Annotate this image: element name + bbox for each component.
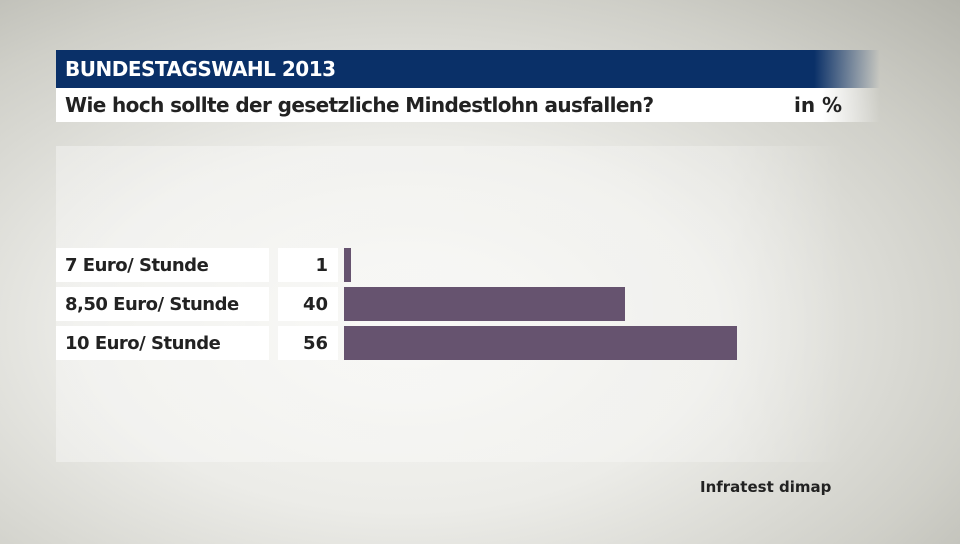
- value-label-box: 40: [278, 287, 338, 321]
- unit-label: in %: [794, 93, 843, 117]
- chart-title: Wie hoch sollte der gesetzliche Mindestl…: [65, 93, 654, 117]
- bar: [344, 326, 737, 360]
- header-bar: BUNDESTAGSWAHL 2013: [56, 50, 880, 88]
- question-bar: Wie hoch sollte der gesetzliche Mindestl…: [56, 88, 880, 122]
- category-label-box: 7 Euro/ Stunde: [56, 248, 269, 282]
- value-label: 40: [302, 294, 328, 315]
- value-label-box: 56: [278, 326, 338, 360]
- category-label: 7 Euro/ Stunde: [65, 255, 209, 276]
- category-label: 8,50 Euro/ Stunde: [65, 294, 239, 315]
- source-label: Infratest dimap: [700, 478, 832, 496]
- category-label-box: 8,50 Euro/ Stunde: [56, 287, 269, 321]
- bar: [344, 248, 352, 282]
- header-title: BUNDESTAGSWAHL 2013: [65, 57, 336, 81]
- value-label: 56: [302, 333, 328, 354]
- category-label: 10 Euro/ Stunde: [65, 333, 221, 354]
- value-label-box: 1: [278, 248, 338, 282]
- bar: [344, 287, 625, 321]
- value-label: 1: [315, 255, 328, 276]
- category-label-box: 10 Euro/ Stunde: [56, 326, 269, 360]
